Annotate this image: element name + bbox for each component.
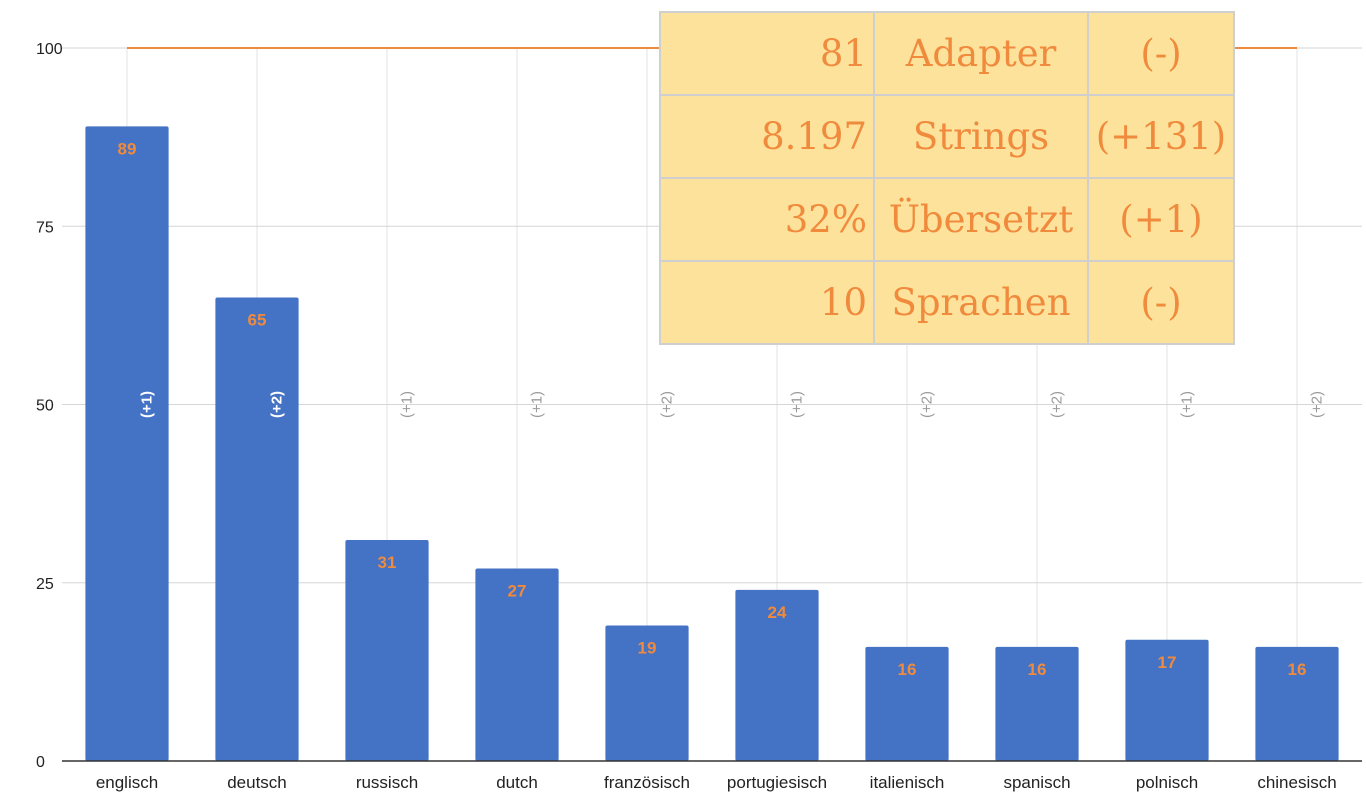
stats-row-adapter: 81 Adapter (-) [659,11,1235,96]
bar [1255,646,1339,761]
stats-change: (-) [1087,11,1235,96]
stats-row-sprachen: 10 Sprachen (-) [659,260,1235,345]
category-label: englisch [96,773,158,792]
bar [345,539,429,761]
value-label: 16 [1288,660,1307,679]
bar [605,625,689,761]
stats-number: 10 [659,260,875,345]
stats-change: (+131) [1087,94,1235,179]
category-label: französisch [604,773,690,792]
category-label: italienisch [870,773,945,792]
change-label: (+2) [919,391,936,418]
value-label: 89 [118,139,137,158]
change-label: (+1) [789,391,806,418]
category-label: portugiesisch [727,773,827,792]
bar [735,589,819,761]
bar [215,297,299,761]
stats-number: 81 [659,11,875,96]
change-label: (+2) [1049,391,1066,418]
change-label: (+2) [1309,391,1326,418]
change-label: (+1) [139,391,156,418]
stats-number: 8.197 [659,94,875,179]
stats-change: (-) [1087,260,1235,345]
stats-label: Strings [873,94,1089,179]
y-tick-label: 25 [36,576,54,593]
value-label: 17 [1158,653,1177,672]
bar [85,126,169,762]
change-label: (+2) [269,391,286,418]
category-label: spanisch [1003,773,1070,792]
y-tick-label: 100 [36,41,63,58]
bar [475,568,559,761]
stats-label: Sprachen [873,260,1089,345]
stats-change: (+1) [1087,177,1235,262]
y-tick-label: 50 [36,398,54,415]
category-label: russisch [356,773,418,792]
category-label: deutsch [227,773,287,792]
stats-row-uebersetzt: 32% Übersetzt (+1) [659,177,1235,262]
value-label: 16 [898,660,917,679]
stats-number: 32% [659,177,875,262]
value-label: 27 [508,581,527,600]
value-label: 65 [248,311,267,330]
y-tick-label: 75 [36,219,54,236]
stats-label: Adapter [873,11,1089,96]
bar [865,646,949,761]
category-label: dutch [496,773,538,792]
stats-table: 81 Adapter (-) 8.197 Strings (+131) 32% … [659,11,1235,345]
change-label: (+1) [399,391,416,418]
change-label: (+1) [529,391,546,418]
stats-row-strings: 8.197 Strings (+131) [659,94,1235,179]
stats-label: Übersetzt [873,177,1089,262]
change-label: (+2) [659,391,676,418]
bar [995,646,1079,761]
change-label: (+1) [1179,391,1196,418]
value-label: 31 [378,553,397,572]
value-label: 19 [638,639,657,658]
value-label: 16 [1028,660,1047,679]
bar [1125,639,1209,761]
category-label: polnisch [1136,773,1198,792]
y-tick-label: 0 [36,754,45,771]
category-label: chinesisch [1257,773,1336,792]
value-label: 24 [768,603,787,622]
